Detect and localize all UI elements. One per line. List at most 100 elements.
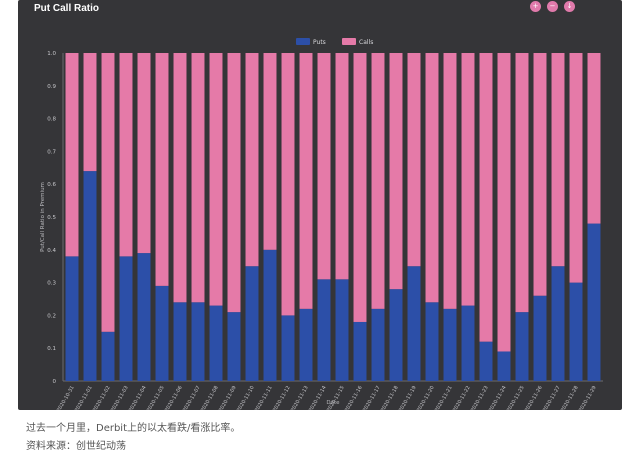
- zoom-out-icon[interactable]: −: [547, 1, 558, 12]
- x-tick-label: 2020-11-25: [506, 385, 526, 410]
- x-tick-label: 2020-11-14: [308, 385, 328, 410]
- bar-puts: [137, 253, 151, 381]
- x-tick-label: 2020-11-18: [380, 385, 400, 410]
- bar-puts: [425, 302, 439, 381]
- bar-calls: [389, 53, 403, 290]
- bar-puts: [281, 315, 295, 381]
- bar-calls: [191, 53, 205, 303]
- bar-calls: [569, 53, 583, 283]
- x-tick-label: 2020-11-06: [164, 385, 184, 410]
- x-tick-label: 2020-11-17: [362, 385, 382, 410]
- bar-puts: [389, 289, 403, 381]
- y-tick-label: 0.3: [47, 281, 56, 287]
- y-tick-label: 0.5: [47, 215, 56, 221]
- bar-calls: [515, 53, 529, 313]
- x-tick-label: 2020-11-16: [344, 385, 364, 410]
- bar-puts: [227, 312, 241, 381]
- bar-puts: [371, 308, 385, 381]
- chart-panel: Put Call Ratio + − ↓ 0 0.1 0.2 0.3 0.4 0.5 0.6…: [18, 0, 622, 410]
- bar-calls: [227, 53, 241, 313]
- x-tick-label: 2020-11-12: [272, 385, 292, 410]
- bar-calls: [443, 53, 457, 309]
- x-tick-label: 2020-11-04: [128, 385, 148, 410]
- y-tick-label: 0.2: [47, 313, 56, 319]
- y-tick-label: 0.1: [47, 346, 56, 352]
- bar-puts: [461, 305, 475, 381]
- x-tick-label: 2020-11-02: [92, 385, 112, 410]
- x-tick-label: 2020-11-10: [236, 385, 256, 410]
- x-tick-label: 2020-11-13: [290, 385, 310, 410]
- bar-puts: [443, 308, 457, 381]
- bar-puts: [353, 321, 367, 381]
- bar-puts: [191, 302, 205, 381]
- x-tick-label: 2020-11-21: [434, 385, 454, 410]
- bar-puts: [335, 279, 349, 381]
- legend-label-calls: Calls: [359, 39, 373, 46]
- y-tick-label: 0.9: [47, 84, 56, 90]
- bar-calls: [155, 53, 169, 286]
- bar-puts: [533, 295, 547, 381]
- x-tick-label: 2020-11-22: [452, 385, 472, 410]
- bar-calls: [371, 53, 385, 309]
- y-tick-label: 0.4: [47, 248, 56, 254]
- bar-puts: [317, 279, 331, 381]
- x-tick-label: 2020-10-31: [56, 385, 76, 410]
- bar-puts: [155, 285, 169, 381]
- bar-calls: [65, 53, 79, 257]
- bar-puts: [65, 256, 79, 381]
- chart-title: Put Call Ratio: [34, 3, 100, 14]
- bar-calls: [263, 53, 277, 250]
- x-tick-label: 2020-11-26: [524, 385, 544, 410]
- bar-calls: [479, 53, 493, 342]
- legend-swatch-puts: [296, 38, 310, 45]
- y-tick-label: 0: [53, 379, 57, 385]
- bar-puts: [245, 266, 259, 381]
- x-tick-label: 2020-11-20: [416, 385, 436, 410]
- bar-calls: [83, 53, 97, 172]
- download-icon[interactable]: ↓: [564, 1, 575, 12]
- bar-calls: [533, 53, 547, 296]
- bar-calls: [173, 53, 187, 303]
- stacked-bar-chart: 0 0.1 0.2 0.3 0.4 0.5 0.6 0.7 0.8 0.9 1.0 2020-10-3…: [40, 38, 603, 410]
- y-tick-label: 0.8: [47, 117, 56, 123]
- x-tick-label: 2020-11-09: [218, 385, 238, 410]
- x-tick-label: 2020-11-03: [110, 385, 130, 410]
- zoom-in-icon[interactable]: +: [530, 1, 541, 12]
- x-tick-label: 2020-11-29: [578, 385, 598, 410]
- bar-puts: [497, 351, 511, 381]
- x-tick-label: 2020-11-28: [560, 385, 580, 410]
- caption-description: 过去一个月里，Derbit上的以太看跌/看涨比率。: [26, 423, 241, 434]
- bar-calls: [245, 53, 259, 267]
- x-tick-label: 2020-11-11: [254, 385, 274, 410]
- x-tick-label: 2020-11-01: [74, 385, 94, 410]
- bar-calls: [587, 53, 601, 224]
- x-tick-label: 2020-11-08: [200, 385, 220, 410]
- bar-puts: [263, 249, 277, 381]
- x-tick-label: 2020-11-15: [326, 385, 346, 410]
- bar-puts: [515, 312, 529, 381]
- bar-calls: [497, 53, 511, 352]
- bar-puts: [209, 305, 223, 381]
- x-tick-label: 2020-11-05: [146, 385, 166, 410]
- bar-calls: [407, 53, 421, 267]
- caption: 过去一个月里，Derbit上的以太看跌/看涨比率。 资料来源：创世纪动荡: [26, 420, 240, 456]
- caption-source: 资料来源：创世纪动荡: [26, 441, 126, 452]
- x-tick-label: 2020-11-23: [470, 385, 490, 410]
- bar-puts: [83, 171, 97, 381]
- bar-calls: [335, 53, 349, 280]
- y-tick-label: 0.7: [47, 149, 56, 155]
- x-axis-title: Date: [326, 400, 340, 406]
- x-tick-label: 2020-11-24: [488, 385, 508, 410]
- bar-puts: [119, 256, 133, 381]
- bar-calls: [551, 53, 565, 267]
- legend-swatch-calls: [342, 38, 356, 45]
- bar-puts: [479, 341, 493, 381]
- bar-puts: [569, 282, 583, 381]
- bar-calls: [281, 53, 295, 316]
- x-tick-label: 2020-11-27: [542, 385, 562, 410]
- bar-calls: [299, 53, 313, 309]
- y-tick-label: 1.0: [47, 51, 56, 57]
- y-axis-title: Put/Call Ratio in Premium: [40, 182, 46, 252]
- bar-puts: [551, 266, 565, 381]
- legend-label-puts: Puts: [313, 39, 326, 46]
